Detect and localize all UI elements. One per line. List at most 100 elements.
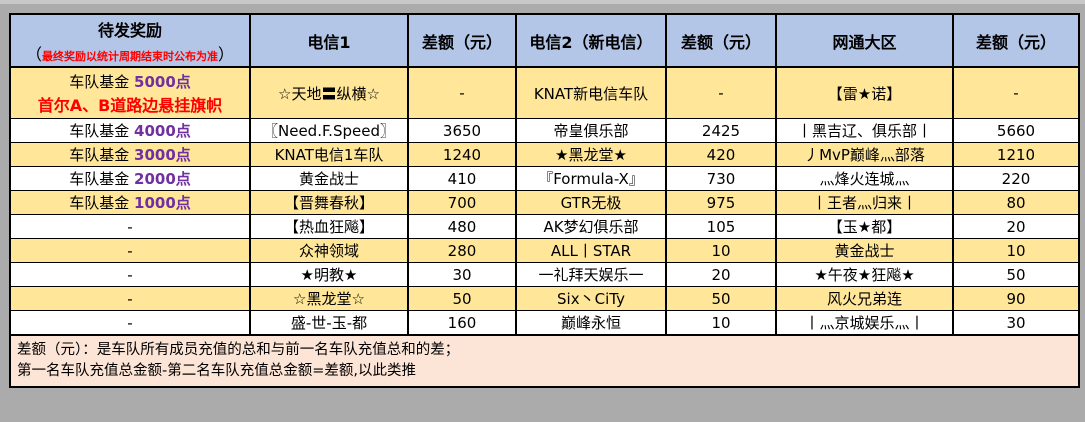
- reward-note: 最终奖励以统计周期结束时公布为准: [42, 49, 218, 63]
- team-telecom1: 黄金战士: [249, 166, 409, 191]
- team-telecom1: 盛-世-玉-都: [249, 310, 409, 336]
- team-telecom2: 『Formula-X』: [515, 166, 667, 191]
- team-telecom1: ☆天地〓纵横☆: [249, 66, 409, 119]
- diff-telecom1: 1240: [407, 142, 517, 167]
- diff-telecom2: 50: [665, 286, 777, 311]
- diff-telecom2: 420: [665, 142, 777, 167]
- header-netcom: 网通大区: [775, 13, 954, 68]
- reward-label: 车队基金: [69, 146, 135, 164]
- team-netcom: ★午夜★狂飚★: [775, 262, 954, 287]
- team-telecom2: ★黑龙堂★: [515, 142, 667, 167]
- reward-label: 车队基金: [69, 122, 135, 140]
- header-diff2: 差额（元）: [665, 13, 777, 68]
- table-row: - 【热血狂飚】 480 AK梦幻俱乐部 105 【玉★都】 20: [9, 214, 1080, 239]
- diff-netcom: 1210: [952, 142, 1080, 167]
- reward-label: 车队基金: [69, 72, 135, 91]
- reward-label: -: [127, 265, 133, 284]
- diff-telecom1: 480: [407, 214, 517, 239]
- diff-netcom: -: [952, 66, 1080, 119]
- team-telecom1: ★明教★: [249, 262, 409, 287]
- reward-cell: 车队基金 2000点: [9, 166, 251, 191]
- diff-telecom1: -: [407, 66, 517, 119]
- team-telecom2: 帝皇俱乐部: [515, 118, 667, 143]
- reward-points: 3000点: [134, 146, 191, 164]
- header-reward: 待发奖励 （最终奖励以统计周期结束时公布为准）: [9, 13, 251, 68]
- table-row: 车队基金 4000点 〖Need.F.Speed〗 3650 帝皇俱乐部 2425 丨黑吉…: [9, 118, 1080, 143]
- team-telecom1: 【晋舞春秋】: [249, 190, 409, 215]
- table-row: - 众神领域 280 ALL丨STAR 10 黄金战士 10: [9, 238, 1080, 263]
- team-telecom1: 【热血狂飚】: [249, 214, 409, 239]
- reward-label: -: [127, 313, 133, 332]
- reward-cell: -: [9, 214, 251, 239]
- reward-cell: -: [9, 310, 251, 336]
- diff-telecom1: 410: [407, 166, 517, 191]
- diff-telecom1: 50: [407, 286, 517, 311]
- table-row: 车队基金 5000点 首尔A、B道路边悬挂旗帜 ☆天地〓纵横☆ - KNAT新电信车队 -…: [9, 66, 1080, 119]
- team-telecom2: Six丶CiTy: [515, 286, 667, 311]
- diff-telecom2: 105: [665, 214, 777, 239]
- table-row: 车队基金 2000点 黄金战士 410 『Formula-X』 730 灬烽火连城灬 220: [9, 166, 1080, 191]
- team-telecom1: ☆黑龙堂☆: [249, 286, 409, 311]
- table-row: 车队基金 1000点 【晋舞春秋】 700 GTR无极 975 丨王者灬归来丨 80: [9, 190, 1080, 215]
- table-row: - 盛-世-玉-都 160 巅峰永恒 10 丨灬京城娱乐灬丨 30: [9, 310, 1080, 336]
- diff-netcom: 5660: [952, 118, 1080, 143]
- diff-telecom2: 20: [665, 262, 777, 287]
- team-netcom: 【雷★诺】: [775, 66, 954, 119]
- team-netcom: 丿MvP巅峰灬部落: [775, 142, 954, 167]
- team-telecom1: 〖Need.F.Speed〗: [249, 118, 409, 143]
- footer-line-2: 第一名车队充值总金额-第二名车队充值总金额=差额,以此类推: [17, 363, 416, 379]
- reward-label: 车队基金: [69, 170, 135, 188]
- team-netcom: 黄金战士: [775, 238, 954, 263]
- footer-note: 差额（元）：是车队所有成员充值的总和与前一名车队充值总和的差； 第一名车队充值总…: [9, 334, 1080, 388]
- reward-points: 1000点: [134, 194, 191, 212]
- team-netcom: 丨王者灬归来丨: [775, 190, 954, 215]
- reward-label: -: [127, 289, 133, 308]
- diff-netcom: 80: [952, 190, 1080, 215]
- note-paren-close: ）: [218, 44, 235, 64]
- diff-netcom: 20: [952, 214, 1080, 239]
- reward-cell: 车队基金 5000点 首尔A、B道路边悬挂旗帜: [9, 66, 251, 119]
- diff-telecom2: 975: [665, 190, 777, 215]
- note-paren-open: （: [25, 44, 42, 64]
- team-telecom2: 一礼拜天娱乐一: [515, 262, 667, 287]
- diff-netcom: 220: [952, 166, 1080, 191]
- diff-telecom1: 280: [407, 238, 517, 263]
- team-telecom2: AK梦幻俱乐部: [515, 214, 667, 239]
- diff-telecom2: -: [665, 66, 777, 119]
- diff-telecom1: 30: [407, 262, 517, 287]
- diff-telecom1: 700: [407, 190, 517, 215]
- diff-netcom: 30: [952, 310, 1080, 336]
- reward-label: 车队基金: [69, 194, 135, 212]
- reward-cell: -: [9, 286, 251, 311]
- team-netcom: 丨黑吉辽、俱乐部丨: [775, 118, 954, 143]
- reward-cell: 车队基金 3000点: [9, 142, 251, 167]
- footer-row: 差额（元）：是车队所有成员充值的总和与前一名车队充值总和的差； 第一名车队充值总…: [9, 334, 1080, 388]
- team-netcom: 灬烽火连城灬: [775, 166, 954, 191]
- header-telecom2: 电信2（新电信）: [515, 13, 667, 68]
- diff-telecom2: 10: [665, 310, 777, 336]
- reward-points: 5000点: [134, 72, 191, 91]
- reward-cell: 车队基金 4000点: [9, 118, 251, 143]
- reward-title: 待发奖励: [97, 20, 162, 40]
- team-netcom: 风火兄弟连: [775, 286, 954, 311]
- table-row: 车队基金 3000点 KNAT电信1车队 1240 ★黑龙堂★ 420 丿MvP巅峰灬部落…: [9, 142, 1080, 167]
- reward-ranking-table: 待发奖励 （最终奖励以统计周期结束时公布为准） 电信1 差额（元） 电信2（新电…: [9, 13, 1080, 388]
- reward-cell: -: [9, 238, 251, 263]
- team-telecom1: 众神领域: [249, 238, 409, 263]
- team-netcom: 丨灬京城娱乐灬丨: [775, 310, 954, 336]
- diff-netcom: 10: [952, 238, 1080, 263]
- table-row: - ☆黑龙堂☆ 50 Six丶CiTy 50 风火兄弟连 90: [9, 286, 1080, 311]
- team-telecom2: 巅峰永恒: [515, 310, 667, 336]
- diff-telecom1: 160: [407, 310, 517, 336]
- reward-cell: -: [9, 262, 251, 287]
- diff-telecom1: 3650: [407, 118, 517, 143]
- reward-label: -: [127, 241, 133, 260]
- header-diff1: 差额（元）: [407, 13, 517, 68]
- team-telecom2: GTR无极: [515, 190, 667, 215]
- diff-telecom2: 2425: [665, 118, 777, 143]
- diff-netcom: 50: [952, 262, 1080, 287]
- window-top-edge: [0, 0, 1085, 4]
- team-netcom: 【玉★都】: [775, 214, 954, 239]
- header-diff3: 差额（元）: [952, 13, 1080, 68]
- reward-label: -: [127, 217, 133, 236]
